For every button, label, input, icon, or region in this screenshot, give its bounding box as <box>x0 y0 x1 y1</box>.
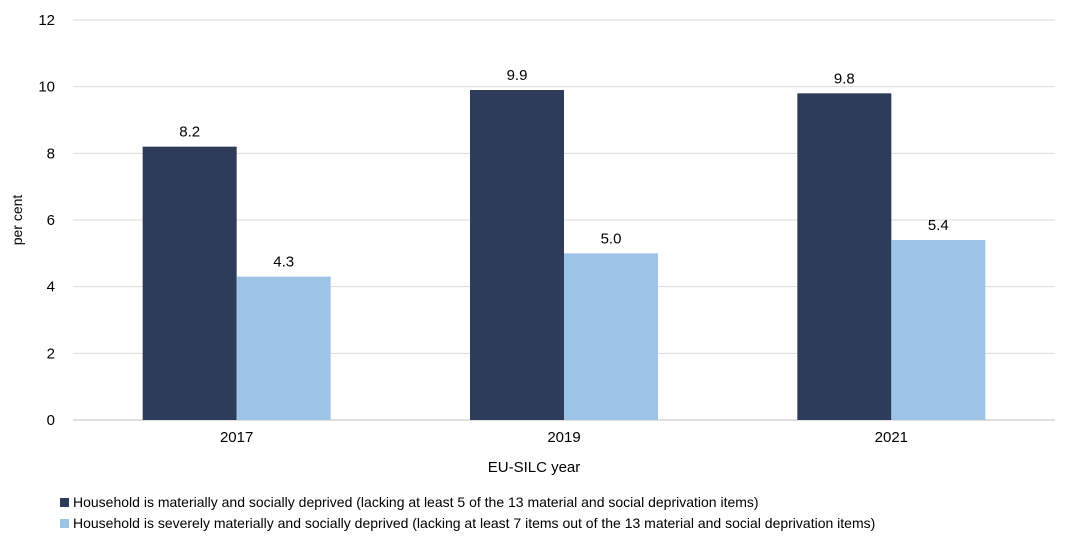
y-tick-label: 4 <box>47 279 55 296</box>
y-tick-label: 2 <box>47 345 55 362</box>
bar-chart: 0 2 4 6 8 10 12 8.2 4.3 2017 9.9 5.0 2019 9.8 5.4 2021 E… <box>9 12 1055 476</box>
data-label: 8.2 <box>179 124 200 141</box>
x-tick-label: 2019 <box>547 429 580 446</box>
y-tick-label: 12 <box>38 12 55 29</box>
y-axis-title: per cent <box>9 195 25 246</box>
data-label: 5.4 <box>928 217 949 234</box>
data-label: 9.8 <box>834 70 855 87</box>
y-tick-label: 10 <box>38 79 55 96</box>
bar <box>236 276 331 420</box>
legend: Household is materially and socially dep… <box>60 492 875 534</box>
legend-swatch-severely-deprived <box>60 519 69 528</box>
y-tick-label: 6 <box>47 212 55 229</box>
legend-item-severely-deprived: Household is severely materially and soc… <box>60 513 875 534</box>
y-tick-label: 8 <box>47 145 55 162</box>
legend-label-severely-deprived: Household is severely materially and soc… <box>73 515 876 531</box>
legend-swatch-deprived <box>60 498 69 507</box>
bar <box>797 93 892 420</box>
legend-item-deprived: Household is materially and socially dep… <box>60 492 875 513</box>
bar <box>891 240 986 420</box>
x-axis-title: EU-SILC year <box>488 459 581 476</box>
x-tick-label: 2021 <box>875 429 908 446</box>
legend-label-deprived: Household is materially and socially dep… <box>73 494 759 510</box>
bar <box>142 146 237 420</box>
data-label: 9.9 <box>507 67 528 84</box>
bar <box>564 253 658 420</box>
data-label: 4.3 <box>273 254 294 271</box>
y-tick-label: 0 <box>47 412 55 429</box>
x-tick-label: 2017 <box>220 429 253 446</box>
data-label: 5.0 <box>601 230 622 247</box>
bar <box>470 90 564 420</box>
